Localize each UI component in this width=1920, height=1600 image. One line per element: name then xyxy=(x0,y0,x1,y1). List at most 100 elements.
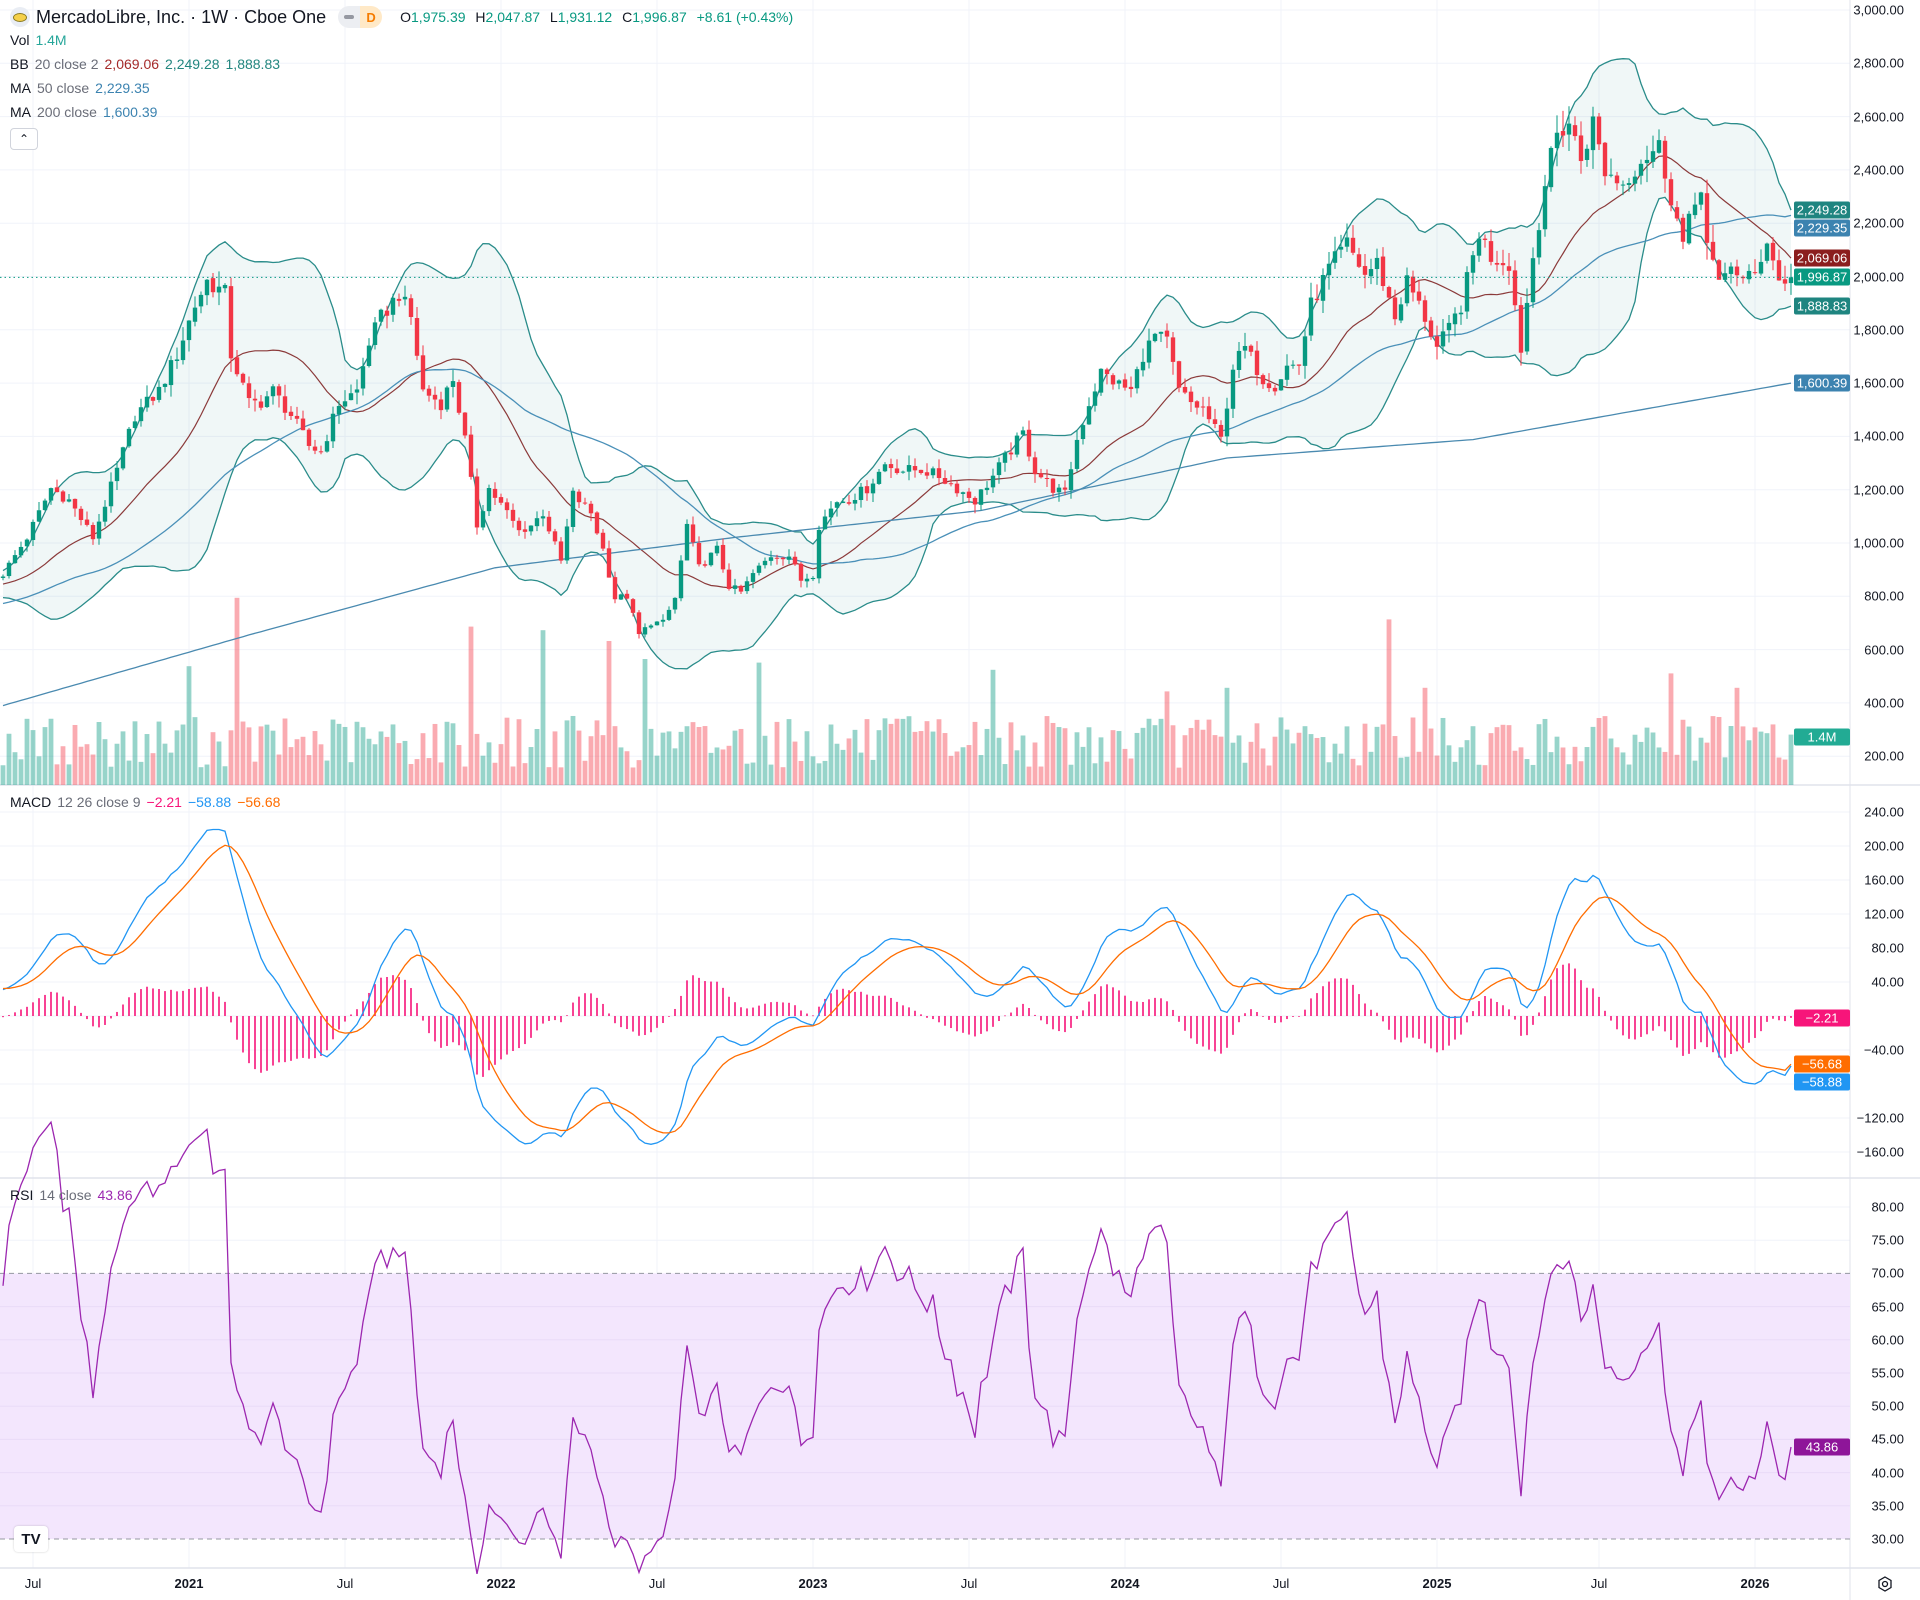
volume-bar xyxy=(1500,724,1506,785)
ma50-legend[interactable]: MA 50 close 2,229.35 xyxy=(10,80,150,96)
volume-bar xyxy=(1662,751,1668,785)
volume-bar xyxy=(504,717,510,785)
macd-histogram-bar xyxy=(248,1016,250,1064)
macd-histogram-bar xyxy=(1220,1016,1222,1054)
candle-body xyxy=(906,465,912,472)
candle-body xyxy=(750,573,756,582)
volume-legend[interactable]: Vol 1.4M xyxy=(10,32,67,48)
candle-body xyxy=(972,497,978,505)
candle-body xyxy=(624,593,630,599)
macd-histogram-bar xyxy=(1244,1013,1246,1016)
volume-bar xyxy=(852,729,858,785)
candle-body xyxy=(858,486,864,501)
candle-body xyxy=(738,585,744,592)
bb-legend[interactable]: BB 20 close 2 2,069.06 2,249.28 1,888.83 xyxy=(10,56,281,72)
candle-body xyxy=(1734,266,1740,276)
candle-body xyxy=(1074,439,1080,469)
macd-histogram-bar xyxy=(1616,1016,1618,1030)
volume-bar xyxy=(204,764,210,785)
macd-histogram-bar xyxy=(1568,963,1570,1016)
macd-histogram-bar xyxy=(428,1016,430,1034)
candle-body xyxy=(1680,217,1686,242)
macd-histogram-bar xyxy=(794,1005,796,1016)
macd-histogram-bar xyxy=(866,994,868,1016)
macd-histogram-bar xyxy=(1160,998,1162,1016)
macd-histogram-bar xyxy=(1712,1016,1714,1053)
volume-bar xyxy=(1686,726,1692,785)
macd-legend[interactable]: MACD 12 26 close 9 −2.21 −58.88 −56.68 xyxy=(10,794,281,810)
candle-body xyxy=(708,552,714,566)
macd-histogram-bar xyxy=(824,998,826,1016)
volume-bar xyxy=(804,731,810,785)
volume-bar xyxy=(816,763,822,785)
macd-histogram-bar xyxy=(1196,1016,1198,1044)
candle-body xyxy=(1146,340,1152,363)
collapse-legend-button[interactable]: ⌃ xyxy=(10,128,38,150)
candle-body xyxy=(1350,237,1356,253)
macd-histogram-bar xyxy=(992,1016,994,1027)
candle-body xyxy=(864,486,870,494)
macd-histogram-bar xyxy=(290,1016,292,1061)
ma200-legend[interactable]: MA 200 close 1,600.39 xyxy=(10,104,158,120)
volume-bar xyxy=(276,754,282,785)
volume-bar xyxy=(792,741,798,785)
volume-bar xyxy=(1464,740,1470,785)
candle-body xyxy=(1356,254,1362,267)
candle-body xyxy=(450,381,456,387)
volume-bar xyxy=(522,763,528,785)
volume-bar xyxy=(1242,762,1248,785)
macd-histogram-bar xyxy=(1022,1003,1024,1016)
volume-bar xyxy=(444,721,450,785)
volume-bar xyxy=(1584,747,1590,785)
candle-body xyxy=(1344,237,1350,247)
rsi-legend[interactable]: RSI 14 close 43.86 xyxy=(10,1187,133,1203)
macd-histogram-bar xyxy=(1544,996,1546,1016)
volume-bar xyxy=(414,759,420,785)
macd-histogram-bar xyxy=(1742,1016,1744,1049)
candle-body xyxy=(924,472,930,476)
candle-body xyxy=(1236,350,1242,370)
macd-histogram-bar xyxy=(8,1014,10,1016)
volume-bar xyxy=(60,746,66,785)
price-axis-label: 2,200.00 xyxy=(1853,215,1904,231)
volume-bar xyxy=(558,767,564,785)
symbol-title[interactable]: MercadoLibre, Inc. · 1W · Cboe One xyxy=(36,6,327,27)
candle-body xyxy=(768,557,774,561)
macd-histogram-bar xyxy=(1670,1016,1672,1041)
settings-icon[interactable] xyxy=(1876,1575,1894,1593)
volume-bar xyxy=(1110,730,1116,785)
rsi-axis-label: 60.00 xyxy=(1871,1332,1904,1348)
macd-histogram-bar xyxy=(104,1016,106,1025)
macd-histogram-bar xyxy=(758,1005,760,1016)
bb-basis-line xyxy=(2,155,1792,589)
macd-histogram-bar xyxy=(1304,1009,1306,1016)
volume-bar xyxy=(1398,757,1404,785)
macd-axis-label: −160.00 xyxy=(1856,1144,1904,1160)
macd-histogram-bar xyxy=(872,995,874,1016)
volume-bar xyxy=(12,752,18,785)
candle-body xyxy=(222,284,228,289)
data-status-badge[interactable]: D xyxy=(338,6,383,28)
volume-bar xyxy=(1068,764,1074,785)
volume-bar xyxy=(1338,753,1344,785)
macd-histogram-bar xyxy=(134,992,136,1016)
macd-histogram-bar xyxy=(974,1016,976,1037)
macd-histogram-bar xyxy=(1388,1016,1390,1030)
volume-bar xyxy=(1368,751,1374,785)
candle-body xyxy=(996,462,1002,476)
macd-histogram-bar xyxy=(884,995,886,1016)
macd-histogram-bar xyxy=(1214,1016,1216,1052)
macd-histogram-bar xyxy=(1208,1016,1210,1050)
volume-bar xyxy=(660,732,666,785)
tradingview-logo[interactable]: TV xyxy=(14,1526,48,1552)
macd-histogram-bar xyxy=(488,1016,490,1071)
macd-signal-value: −56.68 xyxy=(237,794,281,810)
volume-bar xyxy=(1356,765,1362,785)
candle-body xyxy=(546,516,552,532)
volume-bar xyxy=(606,641,612,785)
macd-histogram-bar xyxy=(1034,1014,1036,1016)
time-axis-label: Jul xyxy=(336,1576,354,1591)
macd-histogram-bar xyxy=(626,1016,628,1030)
macd-histogram-bar xyxy=(1298,1015,1300,1017)
